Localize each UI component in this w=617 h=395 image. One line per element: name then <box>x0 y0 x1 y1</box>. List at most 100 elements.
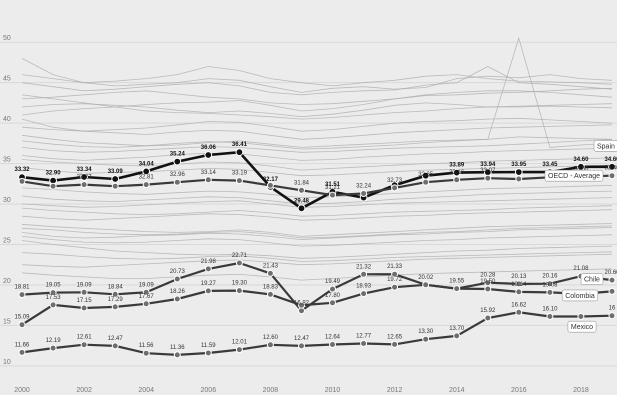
x-tick-label: 2014 <box>449 387 465 394</box>
data-point <box>111 342 119 350</box>
data-label: 34.04 <box>139 161 155 167</box>
data-point <box>204 287 212 295</box>
data-label: 21.98 <box>201 259 217 265</box>
series-line <box>21 174 613 197</box>
data-label: 11.59 <box>201 343 216 349</box>
data-point <box>329 191 336 199</box>
data-point <box>329 285 336 293</box>
data-point <box>360 270 368 278</box>
data-point <box>297 204 306 213</box>
series-name-text: Spain <box>597 143 615 150</box>
y-tick-label: 30 <box>3 197 11 204</box>
data-label: 32.24 <box>356 184 372 190</box>
background-series-line <box>21 209 613 221</box>
series-name-box <box>561 289 599 302</box>
data-point <box>204 176 212 184</box>
data-point <box>360 290 368 298</box>
background-series-line <box>21 134 613 148</box>
data-point <box>111 303 119 311</box>
data-point <box>142 300 150 308</box>
series-line <box>21 283 613 326</box>
data-label: 21.43 <box>263 263 279 269</box>
data-label: 11.56 <box>139 343 154 349</box>
data-point <box>546 288 554 296</box>
data-label: 31.84 <box>294 180 310 186</box>
series-name-label: Mexico <box>567 320 597 333</box>
data-point <box>608 312 616 320</box>
y-tick-label: 25 <box>3 238 11 245</box>
y-tick-label: 10 <box>3 359 11 366</box>
data-point <box>266 181 274 189</box>
x-tick-label: 2004 <box>138 387 154 394</box>
data-point <box>515 175 523 183</box>
data-label: 20.28 <box>480 273 496 279</box>
data-point <box>49 182 57 190</box>
data-point <box>298 342 305 350</box>
data-label: 12.64 <box>325 335 341 341</box>
background-series <box>21 36 613 281</box>
data-label: 20.13 <box>511 274 527 280</box>
data-point <box>111 175 120 183</box>
data-label: 29.48 <box>294 198 310 204</box>
data-point <box>546 313 554 320</box>
data-point <box>142 349 150 357</box>
background-series-line <box>21 251 613 262</box>
data-label: 19.05 <box>46 283 62 289</box>
x-tick-label: 2006 <box>201 387 217 394</box>
data-point <box>49 289 57 297</box>
data-point <box>422 178 430 186</box>
data-point <box>204 265 212 273</box>
data-point <box>204 349 212 357</box>
data-point <box>266 290 274 298</box>
background-series-line <box>21 227 613 241</box>
data-point <box>453 285 461 293</box>
data-label: 12.01 <box>232 340 248 346</box>
data-point <box>235 148 244 157</box>
background-series-line <box>21 205 613 217</box>
data-label: 15.09 <box>14 315 30 321</box>
data-label: 17.80 <box>325 293 341 299</box>
data-label: 33.89 <box>449 163 465 169</box>
data-point <box>329 341 336 348</box>
data-label: 17.67 <box>139 294 155 300</box>
x-tick-label: 2012 <box>387 387 403 394</box>
data-label: 12.77 <box>356 334 372 340</box>
data-label: 33.94 <box>480 162 496 168</box>
background-series-line <box>21 190 613 205</box>
y-tick-label: 35 <box>3 157 11 164</box>
data-label: 19.50 <box>480 279 496 285</box>
data-label: 32.81 <box>139 175 155 181</box>
data-label: 32.73 <box>387 178 403 184</box>
data-point <box>484 314 492 322</box>
data-point <box>80 304 88 312</box>
data-label: 33.07 <box>480 168 496 174</box>
data-label: 16 <box>609 306 616 312</box>
series-line <box>21 311 613 357</box>
series-line <box>21 261 613 313</box>
data-label: 12.47 <box>294 336 310 342</box>
data-label: 19.55 <box>449 279 465 285</box>
data-label: 22.71 <box>232 253 248 259</box>
data-label: 16.10 <box>542 307 558 313</box>
data-label: 20.60 <box>604 270 617 276</box>
x-tick-label: 2018 <box>573 387 589 394</box>
series-line <box>21 150 612 210</box>
data-label: 33.40 <box>604 166 617 172</box>
data-label: 16.62 <box>511 302 527 308</box>
background-series-line <box>21 157 613 171</box>
data-label: 15.92 <box>480 308 496 314</box>
background-series-line <box>21 124 613 140</box>
data-label: 19.14 <box>511 282 527 288</box>
data-label: 12.61 <box>77 335 93 341</box>
data-point <box>49 301 57 309</box>
background-series-line <box>21 185 613 199</box>
data-label: 17.53 <box>46 295 62 301</box>
background-series-line <box>21 164 613 177</box>
data-point <box>235 177 243 185</box>
series-name-text: Colombia <box>565 293 595 300</box>
data-label: 11.66 <box>15 342 30 348</box>
data-label: 19.08 <box>542 282 558 288</box>
data-labels: 33.32 32.90 33.34 33.09 34.04 35.24 36.06 36.41… <box>14 140 617 351</box>
y-tick-label: 50 <box>3 35 11 42</box>
data-point <box>484 285 492 293</box>
